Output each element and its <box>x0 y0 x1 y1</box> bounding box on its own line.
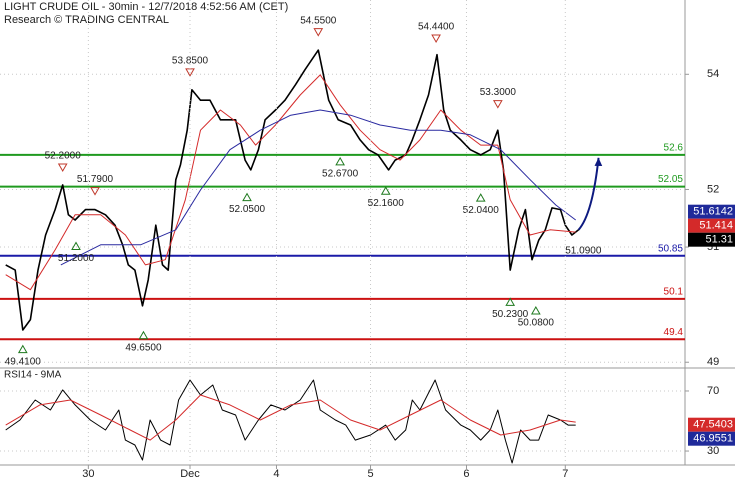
annotation-label: 52.6700 <box>322 169 359 180</box>
series-line <box>5 379 576 464</box>
annotation-label: 51.2000 <box>58 253 95 264</box>
annotation-label: 50.0800 <box>518 318 555 329</box>
level-label: 52.05 <box>658 174 683 185</box>
price-tag-label: 47.5403 <box>693 419 733 431</box>
annotation-label: 51.0900 <box>565 246 602 257</box>
annotation-label: 53.8500 <box>172 56 209 67</box>
series-line <box>5 394 576 441</box>
annotation-label: 52.1600 <box>368 198 405 209</box>
price-tag-label: 51.31 <box>705 234 733 246</box>
price-tag <box>688 417 735 432</box>
annotation-label: 52.2000 <box>45 151 82 162</box>
price-tag-label: 51.414 <box>699 220 733 232</box>
price-tag <box>688 218 735 233</box>
chart-title: LIGHT CRUDE OIL - 30min - 12/7/2018 4:52… <box>4 1 288 13</box>
projection-arrowhead <box>594 157 603 167</box>
y-tick-label: 49 <box>707 356 719 368</box>
annotation-label: 54.4400 <box>418 22 455 33</box>
annotation-label: 49.4100 <box>5 356 42 367</box>
high-marker <box>57 163 68 172</box>
x-tick-label: 5 <box>367 468 373 480</box>
low-marker <box>505 297 516 306</box>
annotation-label: 54.5500 <box>300 15 337 26</box>
price-tag-label: 46.9551 <box>693 433 733 445</box>
x-tick-label: 6 <box>463 468 469 480</box>
annotation-label: 51.7900 <box>77 174 114 185</box>
annotation-label: 52.0500 <box>229 204 266 215</box>
low-marker <box>71 241 81 251</box>
price-tag-label: 51.6142 <box>693 206 733 218</box>
chart-subtitle: Research © TRADING CENTRAL <box>4 14 169 26</box>
y-tick-label: 52 <box>707 183 719 195</box>
projection-line <box>577 157 600 231</box>
high-marker <box>90 187 100 196</box>
low-marker <box>242 192 252 202</box>
annotation-label: 49.6500 <box>125 342 162 353</box>
price-tag <box>688 232 735 247</box>
low-marker <box>138 330 149 340</box>
annotation-label: 53.3000 <box>480 87 517 98</box>
level-label: 52.6 <box>664 143 684 154</box>
level-label: 50.1 <box>664 287 684 298</box>
level-label: 50.85 <box>658 243 683 254</box>
price-tag <box>688 431 735 446</box>
high-marker <box>431 34 441 43</box>
x-tick-label: 4 <box>273 468 279 480</box>
series-line <box>60 109 577 266</box>
low-marker <box>380 186 391 195</box>
level-label: 49.4 <box>664 327 684 338</box>
series-line <box>5 74 576 291</box>
annotation-label: 52.0400 <box>463 205 500 216</box>
low-marker <box>335 156 345 166</box>
low-marker <box>17 344 28 354</box>
y-tick-label: 30 <box>707 445 719 457</box>
low-marker <box>530 306 541 315</box>
rsi-title: RSI14 - 9MA <box>4 370 62 381</box>
x-tick-label: 7 <box>562 468 568 480</box>
y-tick-label: 54 <box>707 68 719 80</box>
x-tick-label: Dec <box>180 468 200 480</box>
low-marker <box>475 193 486 202</box>
annotation-label: 50.2300 <box>492 309 529 320</box>
series-line <box>5 49 580 331</box>
high-marker <box>313 28 324 37</box>
price-tag <box>688 204 735 219</box>
x-tick-label: 30 <box>82 468 94 480</box>
y-tick-label: 70 <box>707 385 719 397</box>
high-marker <box>492 100 503 109</box>
